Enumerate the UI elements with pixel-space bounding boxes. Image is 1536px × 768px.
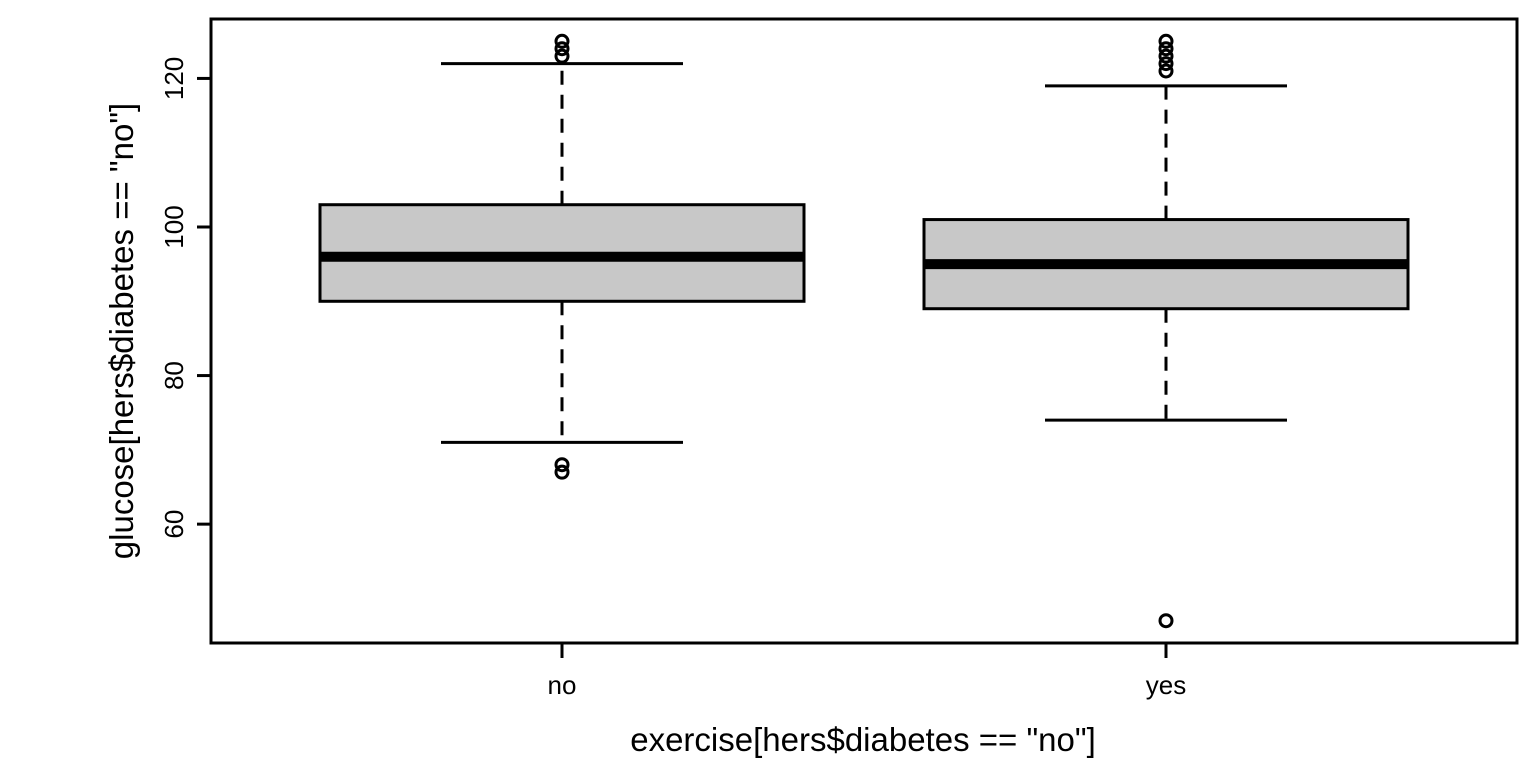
outlier-point xyxy=(1158,613,1174,629)
x-tick-label: no xyxy=(548,670,577,700)
x-axis-title: exercise[hers$diabetes == "no"] xyxy=(630,721,1096,758)
y-axis-title: glucose[hers$diabetes == "no"] xyxy=(103,103,140,559)
outlier-point xyxy=(1158,33,1174,49)
y-tick-label: 80 xyxy=(159,361,189,390)
y-axis: 60 80 100 120 xyxy=(159,57,211,539)
y-tick-label: 100 xyxy=(159,205,189,248)
outlier-point xyxy=(1158,48,1174,64)
box-yes xyxy=(922,33,1410,629)
outlier-point xyxy=(1158,63,1174,79)
plot-frame xyxy=(209,17,1519,645)
boxplot-marks xyxy=(318,33,1410,629)
outlier-point xyxy=(554,464,570,480)
box-no xyxy=(318,33,806,480)
outlier-point xyxy=(554,457,570,473)
x-axis: no yes xyxy=(548,643,1186,700)
x-tick-label: yes xyxy=(1146,670,1186,700)
y-tick-label: 60 xyxy=(159,510,189,539)
outlier-point xyxy=(1158,41,1174,57)
outlier-point xyxy=(1158,56,1174,72)
outlier-point xyxy=(554,33,570,49)
outlier-point xyxy=(554,48,570,64)
y-tick-label: 120 xyxy=(159,57,189,100)
outlier-point xyxy=(554,41,570,57)
